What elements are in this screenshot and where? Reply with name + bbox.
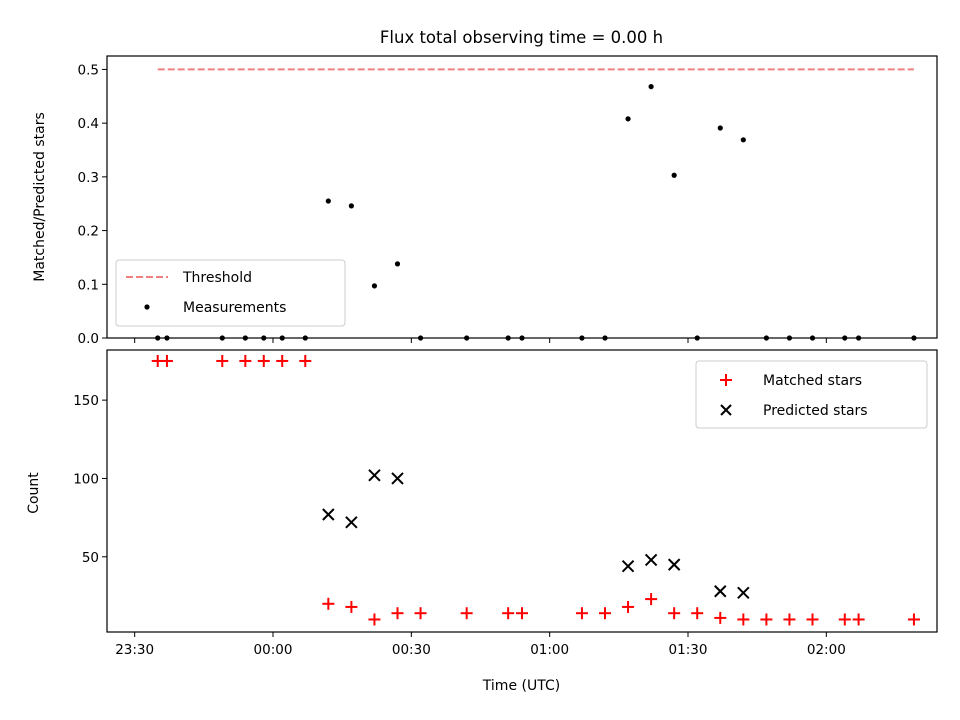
top-y-tick-label: 0.4 [78, 116, 99, 132]
matched-stars-point [737, 613, 750, 626]
matched-stars-point [160, 354, 173, 367]
matched-stars-point [691, 607, 704, 620]
measurements-point [648, 84, 654, 90]
x-axis-label: Time (UTC) [482, 678, 560, 694]
matched-stars-point [852, 613, 865, 626]
x-tick-label: 01:30 [669, 642, 708, 658]
matched-stars-point [838, 613, 851, 626]
top-y-tick-label: 0.1 [78, 277, 99, 293]
predicted-stars-legend-marker [720, 404, 732, 416]
predicted-stars-point [368, 469, 381, 482]
measurements-legend-marker [144, 304, 150, 310]
matched-stars-point [345, 600, 358, 613]
threshold-legend-label: Threshold [182, 270, 252, 286]
predicted-stars-point [714, 585, 727, 598]
matched-stars-point [414, 607, 427, 620]
matched-stars-point [783, 613, 796, 626]
matched-stars-point [368, 613, 381, 626]
x-tick-label: 00:30 [392, 642, 431, 658]
matched-stars-point [645, 593, 658, 606]
matched-stars-legend-marker [720, 374, 732, 386]
matched-stars-point [239, 354, 252, 367]
bottom-legend: Matched stars Predicted stars [695, 360, 928, 429]
predicted-stars-point [621, 559, 635, 573]
matched-stars-point [599, 607, 611, 620]
measurements-point [717, 125, 723, 131]
predicted-stars-point [667, 558, 681, 571]
top-y-tick-label: 0.5 [78, 62, 99, 78]
predicted-stars-point [737, 586, 750, 600]
bottom-plot-area: 50 100 150 23:30 00:00 00:30 01:00 01:30 02:00 [73, 349, 938, 658]
measurements-point [371, 283, 378, 289]
top-plot-area: 0.0 0.1 0.2 0.3 0.4 0.5 [78, 55, 938, 347]
measurements-point [325, 198, 331, 204]
measurements-point [740, 137, 746, 143]
bottom-y-tick-label: 100 [73, 471, 99, 487]
measurements-point [348, 203, 354, 209]
top-y-tick-label: 0.0 [78, 331, 99, 347]
top-y-axis-label: Matched/Predicted stars [32, 112, 48, 282]
matched-stars-point [806, 613, 819, 626]
measurements-point [394, 261, 401, 267]
matched-stars-point [516, 607, 528, 620]
matched-stars-point [907, 613, 920, 626]
predicted-stars-legend-label: Predicted stars [763, 403, 868, 419]
top-y-tick-label: 0.3 [78, 170, 99, 186]
bottom-y-tick-label: 50 [82, 550, 99, 566]
matched-stars-point [714, 611, 727, 624]
measurements-legend-label: Measurements [183, 300, 286, 316]
matched-stars-legend-label: Matched stars [763, 373, 862, 389]
matched-stars-point [502, 607, 515, 620]
matched-stars-point [460, 607, 473, 620]
predicted-stars-point [391, 472, 404, 485]
x-tick-label: 23:30 [115, 642, 154, 658]
x-tick-label: 00:00 [254, 642, 293, 658]
top-panel: Flux total observing time = 0.00 h 0.00.… [32, 28, 938, 347]
x-tick-label: 01:00 [530, 642, 569, 658]
bottom-y-axis-label: Count [26, 472, 42, 514]
top-legend: Threshold Measurements [115, 259, 346, 327]
top-axes-frame [106, 55, 938, 339]
matched-stars-point [276, 354, 289, 367]
top-y-tick-label: 0.2 [78, 224, 99, 240]
bottom-legend-box [695, 360, 928, 429]
predicted-stars-point [644, 553, 658, 567]
predicted-stars-point [345, 516, 358, 529]
matched-stars-point [322, 597, 335, 610]
bottom-y-tick-label: 150 [73, 393, 99, 409]
matched-stars-point [391, 607, 404, 620]
measurements-point [671, 172, 677, 178]
matched-stars-point [575, 607, 588, 620]
bottom-axes-frame [106, 349, 938, 633]
bottom-panel: 50 100 150 23:30 00:00 00:30 01:00 01:30 02:00 C… [26, 349, 938, 694]
x-tick-label: 02:00 [807, 642, 846, 658]
predicted-stars-point [322, 508, 335, 521]
top-chart-title: Flux total observing time = 0.00 h [380, 28, 663, 47]
matched-stars-point [760, 613, 773, 626]
matched-stars-point [622, 600, 635, 613]
matched-stars-point [668, 607, 681, 620]
measurements-point [625, 116, 631, 122]
matched-stars-point [216, 354, 229, 367]
top-legend-box [115, 259, 346, 327]
matched-stars-point [299, 354, 312, 367]
matched-stars-point [257, 354, 270, 367]
